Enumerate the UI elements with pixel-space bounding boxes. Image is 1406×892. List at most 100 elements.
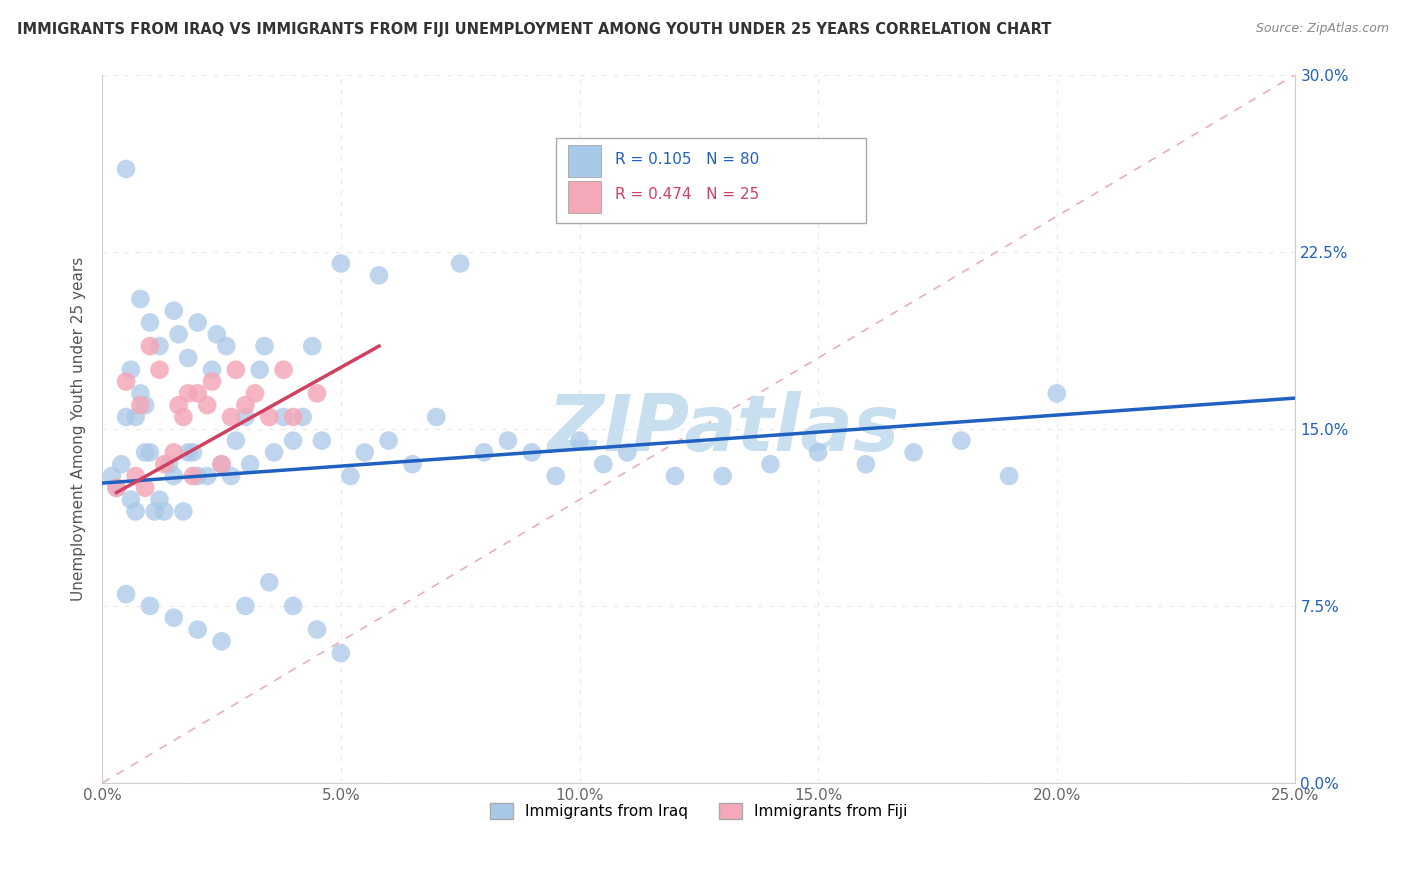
Immigrants from Iraq xyxy=(253,339,276,353)
Immigrants from Fiji xyxy=(139,339,162,353)
Text: ZIPatlas: ZIPatlas xyxy=(547,391,898,467)
Immigrants from Iraq xyxy=(211,634,233,648)
Immigrants from Iraq xyxy=(177,445,200,459)
Immigrants from Fiji xyxy=(195,398,218,412)
Bar xyxy=(568,181,600,212)
Immigrants from Iraq xyxy=(855,457,877,471)
Immigrants from Iraq xyxy=(163,611,186,625)
Immigrants from Iraq xyxy=(129,292,152,306)
Immigrants from Iraq xyxy=(401,457,423,471)
Immigrants from Iraq xyxy=(235,599,257,613)
Immigrants from Iraq xyxy=(950,434,973,448)
Text: R = 0.474   N = 25: R = 0.474 N = 25 xyxy=(616,187,759,202)
Immigrants from Fiji xyxy=(211,457,233,471)
Immigrants from Iraq xyxy=(903,445,925,459)
Immigrants from Iraq xyxy=(496,434,519,448)
Immigrants from Fiji xyxy=(243,386,266,401)
Immigrants from Iraq xyxy=(115,587,138,601)
Immigrants from Fiji xyxy=(201,375,224,389)
Immigrants from Fiji xyxy=(219,409,242,424)
Immigrants from Iraq xyxy=(449,256,471,270)
Immigrants from Fiji xyxy=(225,363,247,377)
Immigrants from Fiji xyxy=(115,375,138,389)
Immigrants from Iraq xyxy=(998,469,1021,483)
Immigrants from Iraq xyxy=(124,409,146,424)
Immigrants from Iraq xyxy=(110,457,132,471)
Immigrants from Fiji xyxy=(273,363,295,377)
Immigrants from Fiji xyxy=(153,457,176,471)
Immigrants from Iraq xyxy=(339,469,361,483)
Text: R = 0.105   N = 80: R = 0.105 N = 80 xyxy=(616,152,759,167)
Immigrants from Iraq xyxy=(263,445,285,459)
Immigrants from Iraq xyxy=(711,469,734,483)
Immigrants from Iraq xyxy=(425,409,447,424)
Immigrants from Iraq xyxy=(167,327,190,342)
Immigrants from Iraq xyxy=(195,469,218,483)
Immigrants from Iraq xyxy=(124,504,146,518)
Immigrants from Iraq xyxy=(520,445,543,459)
Immigrants from Iraq xyxy=(172,504,194,518)
Immigrants from Iraq xyxy=(181,445,204,459)
Immigrants from Iraq xyxy=(187,316,209,330)
Immigrants from Iraq xyxy=(259,575,281,590)
FancyBboxPatch shape xyxy=(555,138,866,223)
Immigrants from Iraq xyxy=(239,457,262,471)
Immigrants from Iraq xyxy=(139,599,162,613)
Immigrants from Iraq xyxy=(616,445,638,459)
Immigrants from Iraq xyxy=(249,363,271,377)
Immigrants from Fiji xyxy=(235,398,257,412)
Immigrants from Iraq xyxy=(163,469,186,483)
Immigrants from Iraq xyxy=(120,492,142,507)
Immigrants from Iraq xyxy=(225,434,247,448)
Immigrants from Iraq xyxy=(301,339,323,353)
Immigrants from Iraq xyxy=(544,469,567,483)
Immigrants from Iraq xyxy=(291,409,314,424)
Immigrants from Iraq xyxy=(139,445,162,459)
Immigrants from Fiji xyxy=(134,481,156,495)
Immigrants from Iraq xyxy=(120,363,142,377)
Immigrants from Iraq xyxy=(377,434,399,448)
Legend: Immigrants from Iraq, Immigrants from Fiji: Immigrants from Iraq, Immigrants from Fi… xyxy=(484,797,914,825)
Immigrants from Iraq xyxy=(134,445,156,459)
Immigrants from Fiji xyxy=(305,386,328,401)
Immigrants from Iraq xyxy=(329,256,352,270)
Immigrants from Iraq xyxy=(305,623,328,637)
Immigrants from Iraq xyxy=(134,398,156,412)
Immigrants from Iraq xyxy=(281,434,304,448)
Immigrants from Iraq xyxy=(368,268,391,283)
Text: Source: ZipAtlas.com: Source: ZipAtlas.com xyxy=(1256,22,1389,36)
Text: IMMIGRANTS FROM IRAQ VS IMMIGRANTS FROM FIJI UNEMPLOYMENT AMONG YOUTH UNDER 25 Y: IMMIGRANTS FROM IRAQ VS IMMIGRANTS FROM … xyxy=(17,22,1052,37)
Immigrants from Iraq xyxy=(187,469,209,483)
Immigrants from Fiji xyxy=(172,409,194,424)
Immigrants from Iraq xyxy=(311,434,333,448)
Immigrants from Iraq xyxy=(235,409,257,424)
Immigrants from Fiji xyxy=(281,409,304,424)
Immigrants from Fiji xyxy=(163,445,186,459)
Immigrants from Iraq xyxy=(148,492,170,507)
Immigrants from Iraq xyxy=(807,445,830,459)
Immigrants from Iraq xyxy=(115,161,138,176)
Immigrants from Fiji xyxy=(167,398,190,412)
Immigrants from Iraq xyxy=(273,409,295,424)
Immigrants from Fiji xyxy=(187,386,209,401)
Bar xyxy=(568,145,600,178)
Immigrants from Fiji xyxy=(129,398,152,412)
Immigrants from Iraq xyxy=(157,457,180,471)
Immigrants from Iraq xyxy=(139,316,162,330)
Y-axis label: Unemployment Among Youth under 25 years: Unemployment Among Youth under 25 years xyxy=(72,257,86,601)
Immigrants from Iraq xyxy=(201,363,224,377)
Immigrants from Fiji xyxy=(124,469,146,483)
Immigrants from Fiji xyxy=(259,409,281,424)
Immigrants from Iraq xyxy=(664,469,686,483)
Immigrants from Iraq xyxy=(1046,386,1069,401)
Immigrants from Iraq xyxy=(205,327,228,342)
Immigrants from Iraq xyxy=(215,339,238,353)
Immigrants from Iraq xyxy=(592,457,614,471)
Immigrants from Iraq xyxy=(153,504,176,518)
Immigrants from Iraq xyxy=(219,469,242,483)
Immigrants from Iraq xyxy=(163,303,186,318)
Immigrants from Iraq xyxy=(177,351,200,365)
Immigrants from Iraq xyxy=(759,457,782,471)
Immigrants from Iraq xyxy=(211,457,233,471)
Immigrants from Iraq xyxy=(187,623,209,637)
